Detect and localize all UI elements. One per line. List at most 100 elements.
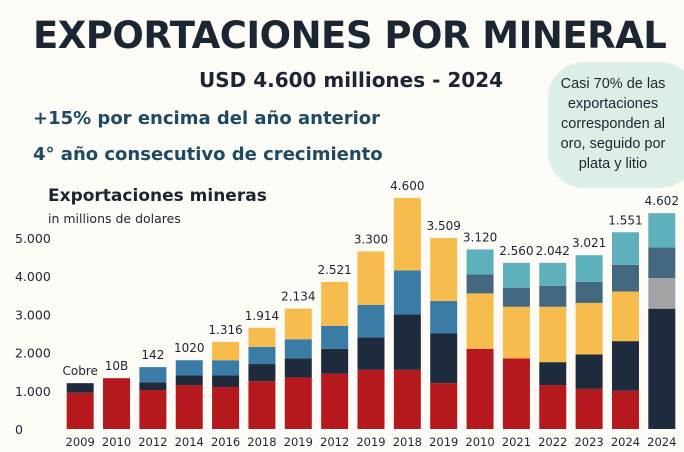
x-tick-label: 2018 <box>393 435 422 449</box>
bar-segment-blue <box>321 325 349 349</box>
bar-segment-red <box>321 373 349 429</box>
callout-text: Casi 70% de las exportaciones correspond… <box>560 76 666 172</box>
bar-segment-blue <box>212 360 240 376</box>
bar-segment-slate <box>611 264 639 292</box>
y-tick-label: 4.000 <box>15 269 51 284</box>
x-tick-label: 2019 <box>356 435 385 449</box>
bar-total-label: 2.560 <box>499 244 533 258</box>
bar-segment-blue <box>357 304 385 338</box>
x-tick-label: 2014 <box>175 435 204 449</box>
bar-segment-yellow <box>466 293 494 349</box>
bar-total-label: 10B <box>105 359 129 373</box>
bar-total-label: 1020 <box>174 341 205 355</box>
x-tick-label: 2018 <box>247 435 276 449</box>
bar-segment-teal <box>575 255 603 282</box>
x-tick-label: 2016 <box>211 435 240 449</box>
bar-segment-red <box>212 386 240 429</box>
x-tick-label: 2019 <box>429 435 458 449</box>
bar-total-label: 3.300 <box>354 232 388 246</box>
bar-total-label: 3.021 <box>572 236 606 250</box>
bar-segment-navy <box>212 375 240 387</box>
bar-segment-teal <box>502 262 530 288</box>
bar-segment-yellow <box>248 327 276 347</box>
highlight-growth: +15% por encima del año anterior <box>33 108 381 129</box>
bar-total-label: Cobre <box>62 364 97 378</box>
page-subtitle: USD 4.600 milliones - 2024 <box>199 68 504 92</box>
bar-segment-yellow <box>284 308 312 340</box>
bar-segment-teal <box>648 213 676 248</box>
bar-segment-navy <box>611 341 639 391</box>
x-tick-label: 2024 <box>611 435 640 449</box>
bar-segment-navy <box>139 382 167 391</box>
bar-segment-red <box>248 381 276 429</box>
bar-segment-yellow <box>539 306 567 363</box>
bar-segment-red <box>103 378 131 429</box>
y-tick-label: 0 <box>15 422 23 437</box>
bar-total-label: 4.602 <box>645 194 679 208</box>
bar-segment-teal <box>466 249 494 275</box>
bar-segment-slate <box>502 287 530 307</box>
bar-segment-red <box>611 390 639 429</box>
bar-segment-navy <box>248 364 276 382</box>
bar-segment-blue <box>139 367 167 383</box>
bar-total-label: 2.134 <box>281 290 315 304</box>
bar-segment-red <box>284 377 312 429</box>
bar-segment-navy <box>648 308 676 429</box>
y-tick-label: 1.000 <box>15 384 51 399</box>
bar-total-label: 142 <box>141 348 164 362</box>
bar-segment-red <box>175 385 203 429</box>
bar-segment-navy <box>575 354 603 389</box>
bar-segment-red <box>539 385 567 429</box>
chart-y-unit-label: in millions de dolares <box>48 211 181 226</box>
bar-total-label: 4.600 <box>390 179 424 193</box>
x-tick-label: 2022 <box>538 435 567 449</box>
bar-total-label: 1.316 <box>208 323 242 337</box>
bar-segment-slate <box>539 285 567 307</box>
bar-segment-yellow <box>611 291 639 342</box>
bar-segment-red <box>466 348 494 429</box>
bar-segment-red <box>139 390 167 429</box>
x-tick-label: 2021 <box>502 435 531 449</box>
x-tick-label: 2012 <box>320 435 349 449</box>
highlight-consecutive: 4° año consecutivo de crecimiento <box>33 144 383 165</box>
bar-segment-yellow <box>321 281 349 326</box>
bar-total-label: 3.120 <box>463 230 497 244</box>
bar-segment-yellow <box>393 197 421 271</box>
x-tick-label: 2010 <box>465 435 494 449</box>
bar-segment-teal <box>539 262 567 286</box>
bar-total-label: 3.509 <box>427 219 461 233</box>
bar-segment-slate <box>648 247 676 279</box>
bar-segment-teal <box>611 232 639 265</box>
bar-segment-blue <box>430 301 458 334</box>
bar-segment-red <box>502 358 530 429</box>
bar-segment-navy <box>66 383 94 393</box>
bar-segment-yellow <box>502 306 530 359</box>
x-tick-label: 2024 <box>647 435 676 449</box>
chart-title: Exportaciones mineras <box>48 186 267 206</box>
bar-segment-yellow <box>212 341 240 361</box>
y-tick-label: 3.000 <box>15 307 51 322</box>
bar-segment-slate <box>575 281 603 303</box>
bar-segment-red <box>357 369 385 429</box>
bar-segment-blue <box>393 270 421 315</box>
bar-segment-red <box>66 392 94 429</box>
bar-segment-slate <box>466 274 494 294</box>
bar-segment-yellow <box>357 251 385 305</box>
bar-segment-yellow <box>575 302 603 355</box>
bar-segment-yellow <box>430 238 458 302</box>
bar-segment-blue <box>248 346 276 365</box>
x-tick-label: 2019 <box>284 435 313 449</box>
bar-segment-navy <box>321 348 349 374</box>
x-tick-label: 2023 <box>574 435 603 449</box>
bar-segment-gray <box>648 278 676 309</box>
bar-segment-blue <box>175 360 203 376</box>
bar-total-label: 1.914 <box>245 309 279 323</box>
bar-segment-navy <box>284 358 312 378</box>
bar-segment-red <box>393 369 421 429</box>
bar-total-label: 2.042 <box>536 244 570 258</box>
callout-bubble: Casi 70% de las exportaciones correspond… <box>548 62 684 188</box>
bar-segment-blue <box>284 339 312 359</box>
page-title: EXPORTACIONES POR MINERAL <box>33 14 667 57</box>
bar-segment-navy <box>393 314 421 370</box>
